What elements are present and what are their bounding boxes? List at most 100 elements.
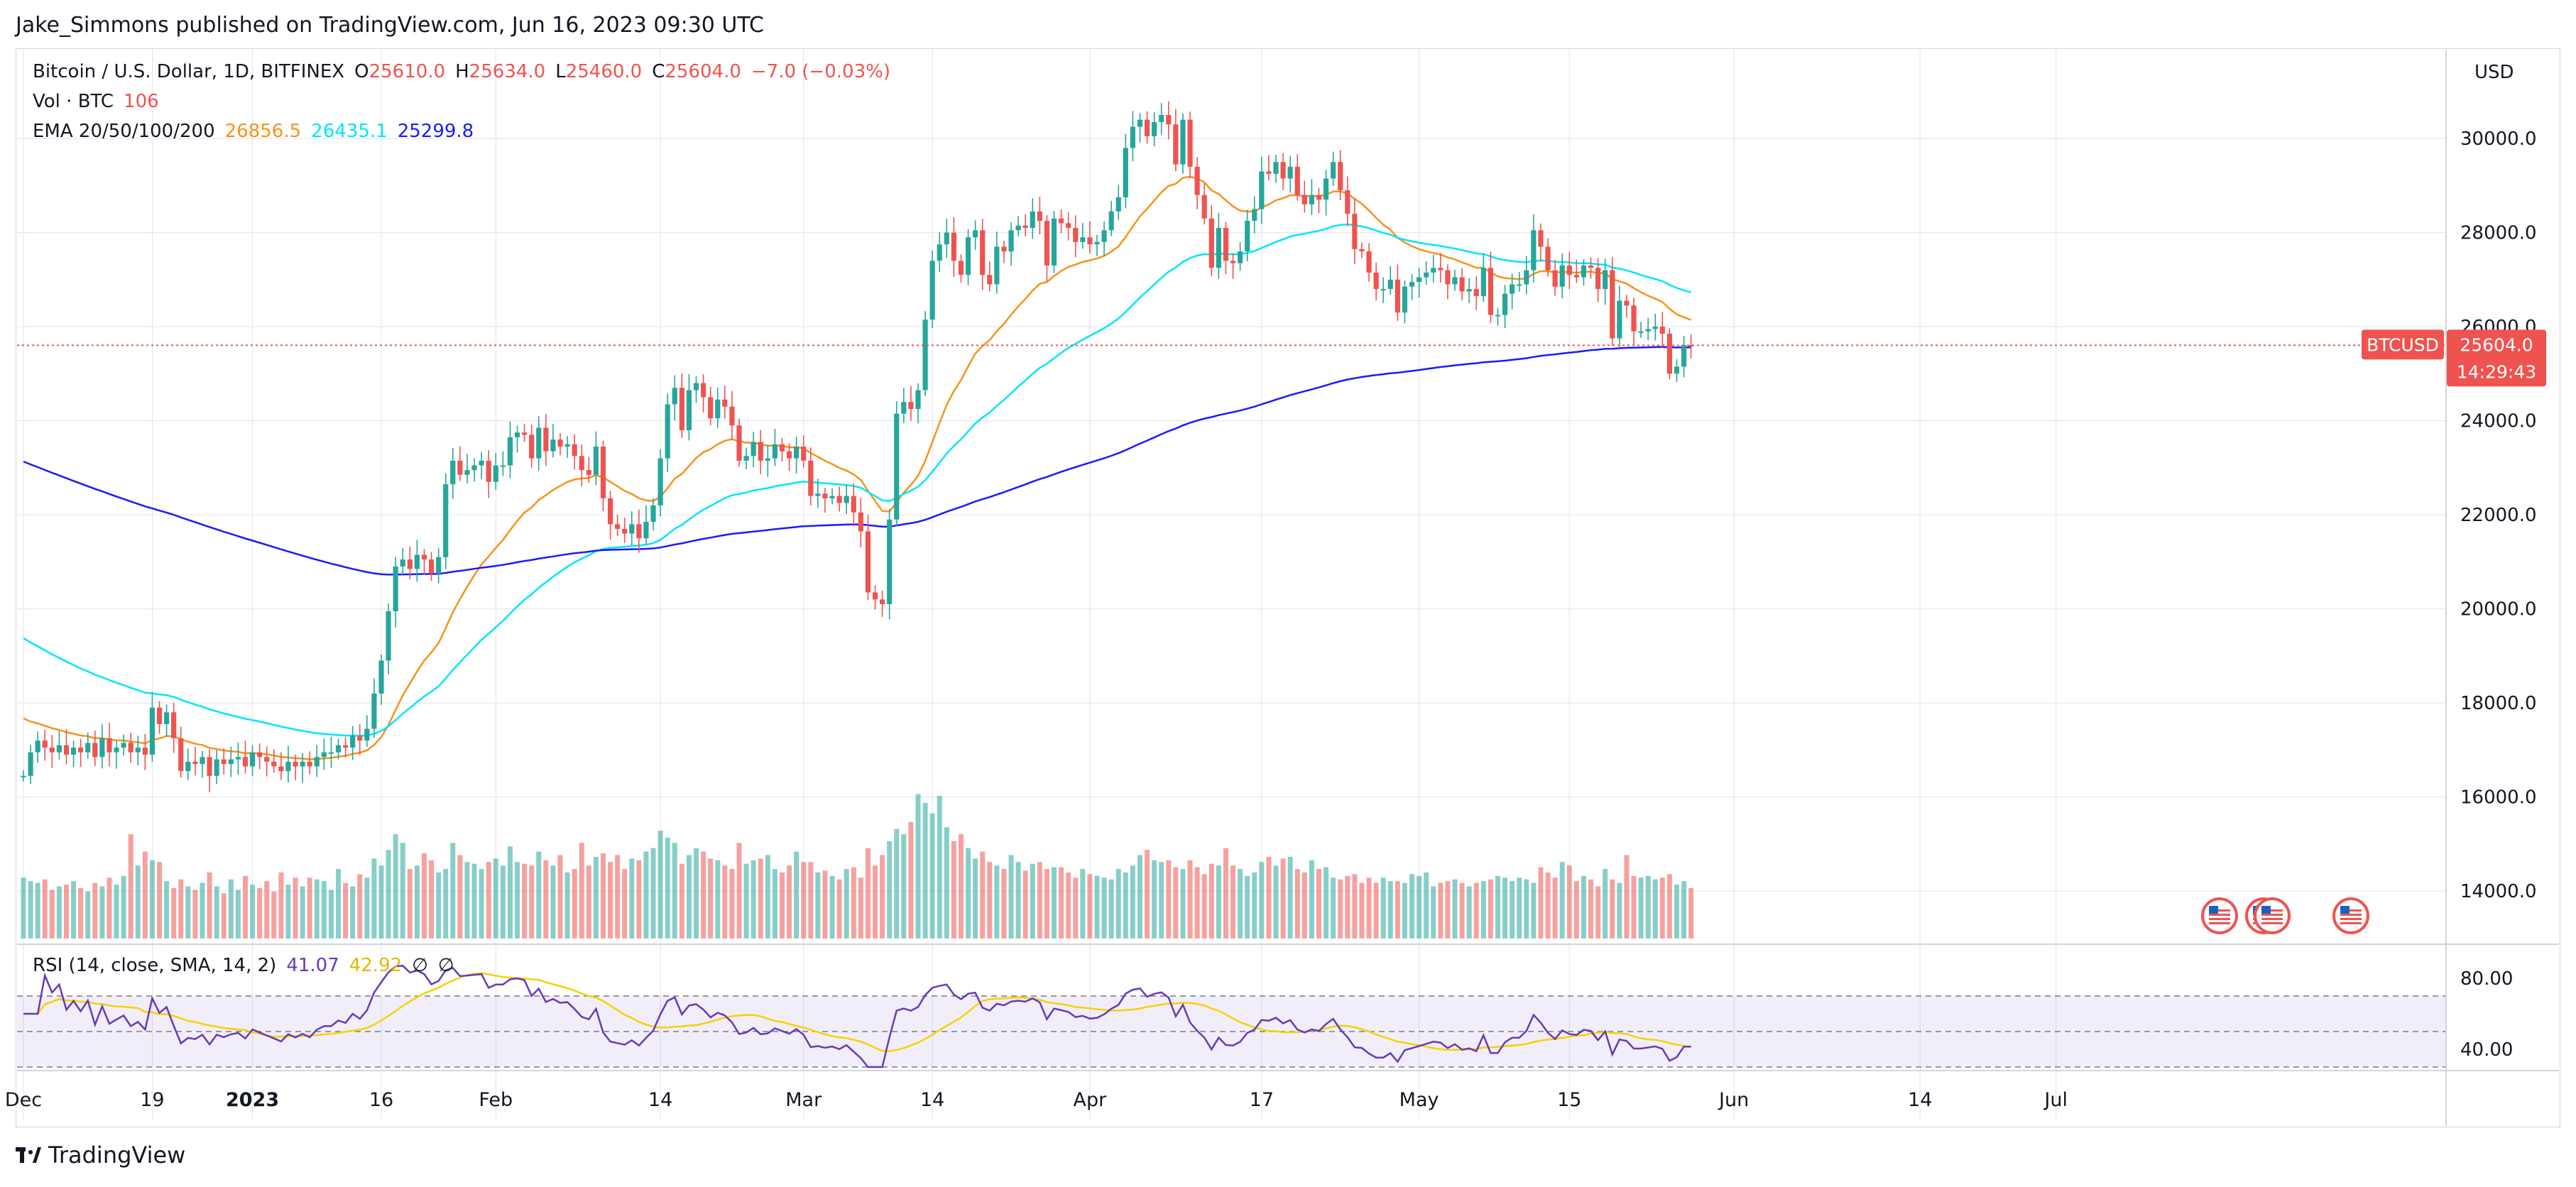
rsi-legend[interactable]: RSI (14, close, SMA, 14, 2) 41.07 42.92 ∅ ∅ xyxy=(33,955,464,976)
candle xyxy=(973,230,978,238)
volume-bar xyxy=(686,855,692,939)
volume-bar xyxy=(1245,875,1250,939)
volume-bar xyxy=(185,886,191,939)
candle xyxy=(192,761,198,765)
candle xyxy=(471,465,477,471)
candle xyxy=(672,388,677,405)
open-value: 25610.0 xyxy=(369,61,446,82)
candle xyxy=(1137,119,1143,127)
candle xyxy=(1652,327,1658,329)
candle xyxy=(1252,209,1257,221)
candle xyxy=(743,456,749,461)
candle xyxy=(1373,272,1379,290)
change-value: −7.0 (−0.03%) xyxy=(751,61,890,82)
volume-bar xyxy=(1387,881,1393,939)
candle xyxy=(1402,286,1408,313)
volume-bar xyxy=(28,881,33,939)
candle xyxy=(1087,237,1093,245)
volume-bars xyxy=(21,794,1694,939)
volume-bar xyxy=(1674,885,1679,939)
low-label: L xyxy=(555,61,566,82)
volume-bar xyxy=(636,860,642,939)
volume-bar xyxy=(1480,881,1486,939)
rsi-axis: 80.00 40.00 xyxy=(2460,968,2513,1061)
candle xyxy=(1524,270,1529,285)
ema-legend[interactable]: EMA 20/50/100/200 26856.5 26435.1 25299.8 xyxy=(33,121,484,142)
volume-bar xyxy=(343,882,349,939)
volume-bar xyxy=(457,855,463,939)
volume-bar xyxy=(221,893,227,939)
candle xyxy=(715,399,721,419)
visibility-icon-2[interactable]: ∅ xyxy=(437,955,454,976)
candle xyxy=(1588,266,1594,268)
volume-bar xyxy=(250,885,256,939)
candle xyxy=(1166,115,1172,125)
volume-bar xyxy=(300,886,305,939)
price-axis-label: 20000.0 xyxy=(2460,599,2537,620)
volume-bar xyxy=(536,851,542,939)
candle xyxy=(121,743,126,748)
candle xyxy=(1008,230,1014,252)
candle xyxy=(829,496,835,498)
volume-bar xyxy=(729,869,735,939)
volume-bar xyxy=(63,885,69,939)
candle xyxy=(457,460,463,475)
time-axis-label: 14 xyxy=(920,1089,944,1111)
volume-bar xyxy=(579,843,584,939)
volume-bar xyxy=(1552,877,1558,939)
volume-bar xyxy=(1173,867,1179,939)
tradingview-logo[interactable]: TradingView xyxy=(16,1142,185,1169)
volume-bar xyxy=(507,846,513,939)
volume-bar xyxy=(1294,869,1300,939)
candle xyxy=(200,757,205,765)
price-axis-label: 24000.0 xyxy=(2460,411,2537,432)
volume-bar xyxy=(736,843,742,939)
visibility-icon-1[interactable]: ∅ xyxy=(412,955,428,976)
candle xyxy=(493,465,498,482)
volume-bar xyxy=(751,860,756,939)
candle xyxy=(156,707,163,724)
ema50-value: 26435.1 xyxy=(311,121,388,142)
candle xyxy=(543,427,549,452)
candle xyxy=(1624,300,1630,306)
price-axis-label: 16000.0 xyxy=(2460,787,2537,809)
candle xyxy=(178,738,184,772)
candle xyxy=(736,425,742,461)
candle xyxy=(615,524,621,529)
candle xyxy=(650,505,656,523)
candle xyxy=(207,757,212,776)
volume-bar xyxy=(701,851,706,939)
candle xyxy=(1573,275,1579,278)
volume-bar xyxy=(908,821,914,939)
candle xyxy=(1431,268,1436,273)
volume-bar xyxy=(1108,879,1114,939)
volume-bar xyxy=(794,851,799,939)
candle xyxy=(1208,218,1214,268)
candle xyxy=(772,444,777,459)
symbol-legend[interactable]: Bitcoin / U.S. Dollar, 1D, BITFINEX O2561… xyxy=(33,61,900,82)
volume-bar xyxy=(901,834,907,939)
candle xyxy=(364,728,370,741)
candle xyxy=(307,761,312,767)
candle xyxy=(171,712,177,738)
volume-bar xyxy=(35,882,40,939)
candle xyxy=(1581,266,1587,278)
volume-bar xyxy=(421,853,427,939)
candle xyxy=(958,261,964,275)
candle xyxy=(235,757,241,760)
us-flag-icon xyxy=(2254,897,2291,934)
volume-bar xyxy=(436,872,442,939)
tradingview-logo-icon xyxy=(16,1147,41,1163)
volume-bar xyxy=(1266,856,1272,939)
volume-bar xyxy=(1194,867,1200,939)
candle xyxy=(1387,279,1393,290)
us-flag-icon xyxy=(2332,897,2369,934)
rsi-sma-value: 42.92 xyxy=(349,955,403,976)
candle xyxy=(264,757,270,762)
candle xyxy=(994,246,1000,285)
volume-legend[interactable]: Vol · BTC 106 xyxy=(33,91,169,112)
volume-bar xyxy=(1452,879,1458,939)
volume-bar xyxy=(679,863,684,939)
candle xyxy=(536,427,542,459)
